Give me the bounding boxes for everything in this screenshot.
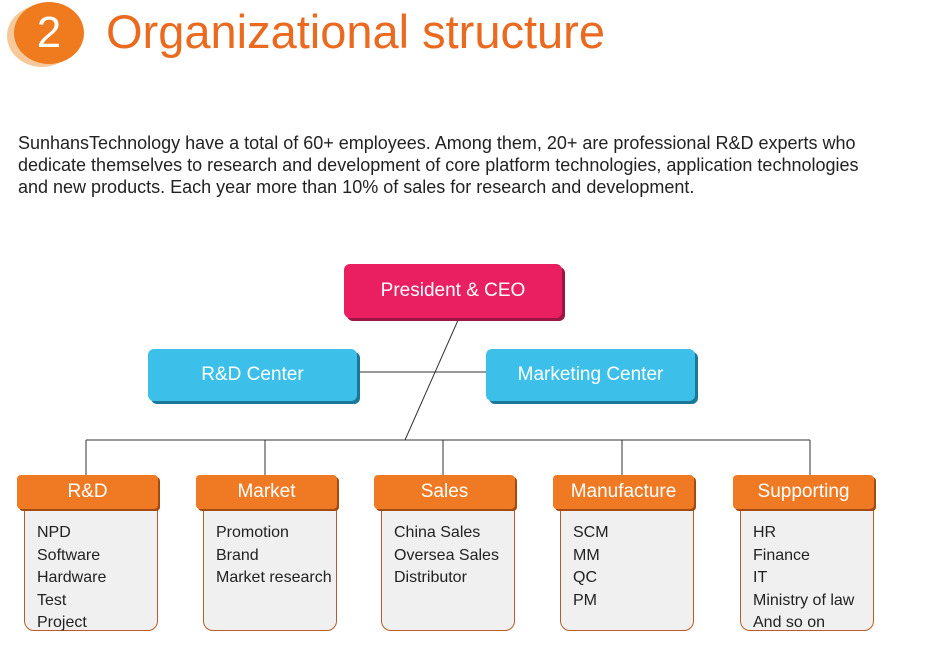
department-title: R&D: [17, 475, 158, 509]
department-item: Promotion: [216, 524, 289, 541]
department-item: Project: [37, 614, 87, 631]
department-item: PM: [573, 591, 597, 609]
department-title: Manufacture: [553, 475, 694, 509]
marketing-center-box: Marketing Center: [486, 349, 695, 401]
department-item: SCM: [573, 524, 609, 541]
department-item: MM: [573, 546, 600, 564]
ceo-stem-line: [404, 317, 460, 441]
department-items: Promotion Brand Market research: [203, 485, 337, 631]
department-item: Ministry of law: [753, 591, 855, 609]
department-item: Finance: [753, 546, 810, 564]
department-item: NPD: [37, 524, 71, 541]
department-item: Brand: [216, 546, 259, 564]
department-item: IT: [753, 569, 768, 586]
ceo-box: President & CEO: [344, 264, 562, 318]
department-item: QC: [573, 569, 597, 586]
department-items: HR Finance IT Ministry of law And so on: [740, 485, 874, 631]
department-items: NPD Software Hardware Test Project: [24, 485, 158, 631]
department-item: Market research: [216, 569, 332, 586]
department-item: China Sales: [394, 524, 481, 541]
department-title: Supporting: [733, 475, 874, 509]
department-item: Distributor: [394, 569, 467, 586]
department-title: Sales: [374, 475, 515, 509]
intro-paragraph: SunhansTechnology have a total of 60+ em…: [18, 133, 859, 197]
rd-center-box: R&D Center: [148, 349, 357, 401]
page-title: Organizational structure: [106, 5, 605, 58]
department-item: And so on: [753, 614, 826, 631]
section-number-badge: 2: [14, 2, 84, 64]
department-item: Software: [37, 546, 101, 564]
department-items: China Sales Oversea Sales Distributor: [381, 485, 515, 631]
department-item: HR: [753, 524, 777, 541]
department-title: Market: [196, 475, 337, 509]
department-item: Oversea Sales: [394, 546, 499, 564]
department-item: Test: [37, 591, 67, 609]
department-item: Hardware: [37, 569, 107, 586]
department-items: SCM MM QC PM: [560, 485, 694, 631]
